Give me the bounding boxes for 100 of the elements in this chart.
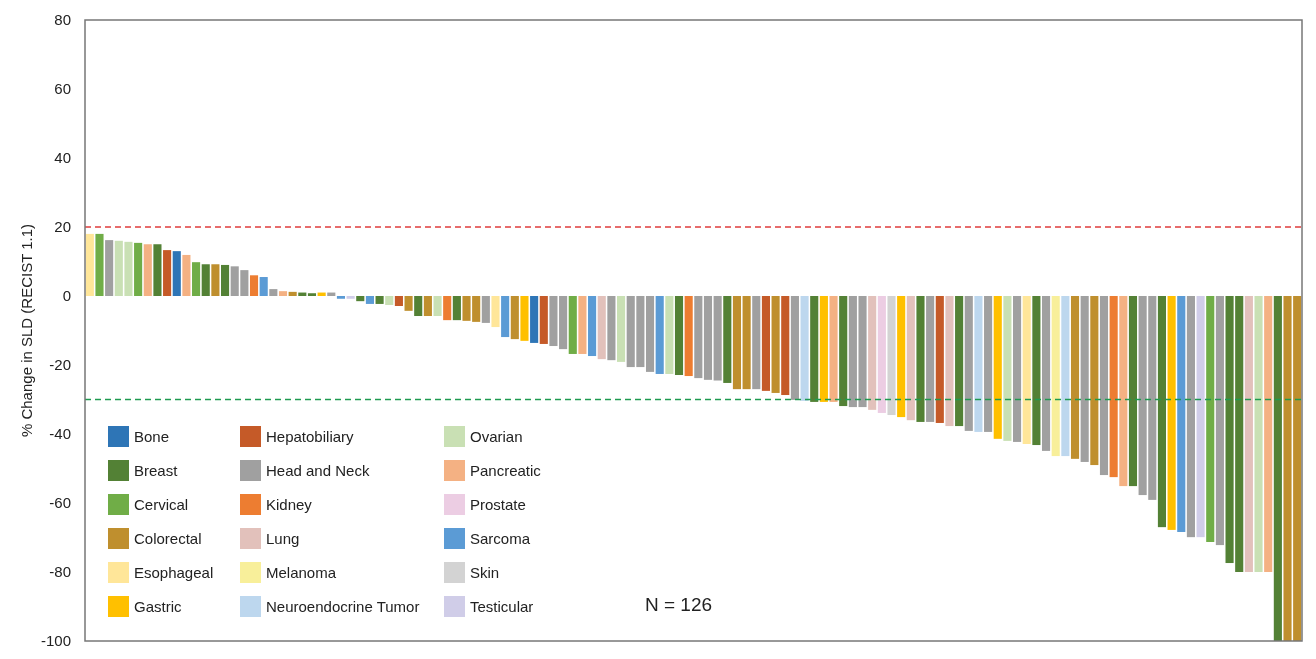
bar [433, 296, 442, 317]
bar [819, 296, 828, 402]
bar [1070, 296, 1080, 459]
legend-label: Ovarian [470, 428, 523, 446]
bar [713, 296, 722, 381]
bar [1186, 296, 1195, 538]
bar [356, 296, 365, 302]
bar [249, 275, 259, 296]
bar [684, 296, 693, 377]
bar [375, 296, 384, 304]
bar [916, 296, 925, 422]
bar [288, 291, 297, 296]
bar [674, 296, 684, 376]
legend-label: Gastric [134, 598, 182, 616]
legend-label: Prostate [470, 496, 526, 514]
legend-label: Head and Neck [266, 462, 370, 480]
bar [597, 296, 606, 360]
bar [955, 296, 964, 427]
legend-label: Kidney [266, 496, 313, 514]
bar [221, 264, 230, 296]
bar [1264, 296, 1273, 572]
bar [723, 296, 732, 383]
bar [645, 296, 655, 372]
legend-label: Skin [470, 564, 500, 582]
bar [481, 296, 490, 323]
bar [153, 244, 162, 296]
y-axis-title: % Change in SLD (RECIST 1.1) [18, 223, 35, 438]
bar [993, 296, 1002, 439]
bar [655, 296, 664, 374]
bar [1167, 296, 1176, 530]
bar [1109, 296, 1118, 478]
bar [742, 296, 751, 390]
bar [269, 289, 278, 296]
legend-label: Breast [134, 462, 179, 480]
legend-label: Colorectal [134, 530, 202, 548]
bar [1041, 296, 1051, 451]
bar [1215, 296, 1224, 546]
bar [1273, 296, 1282, 641]
bar [868, 296, 877, 410]
bar [105, 240, 114, 296]
bar [423, 296, 432, 317]
bar [520, 296, 529, 341]
bar [839, 296, 848, 407]
bar [752, 296, 761, 390]
bar [259, 277, 268, 296]
bar [1244, 296, 1253, 572]
bar [964, 296, 973, 431]
bar [192, 262, 201, 296]
bar [1061, 296, 1070, 457]
bar [443, 296, 452, 321]
bar [984, 296, 993, 432]
bar [201, 264, 210, 296]
y-tick-label: 80 [54, 11, 71, 29]
legend-label: Pancreatic [470, 462, 542, 480]
bar [877, 296, 886, 413]
annotation: N = 126 [645, 594, 713, 615]
bar [501, 296, 510, 338]
bar [1051, 296, 1060, 457]
bar [1177, 296, 1186, 532]
y-tick-label: -40 [49, 425, 71, 443]
bar [404, 296, 413, 311]
bar [1003, 296, 1012, 441]
bar [800, 296, 809, 401]
bar [85, 233, 94, 296]
bar [926, 296, 935, 422]
bar [211, 264, 220, 296]
legend-label: Melanoma [266, 564, 337, 582]
y-tick-label: -60 [49, 494, 71, 512]
bar [346, 296, 355, 299]
bar [134, 242, 143, 296]
bar [278, 291, 288, 296]
legend-label: Sarcoma [470, 530, 531, 548]
legend-label: Hepatobiliary [266, 428, 355, 446]
bar [790, 296, 799, 400]
legend-label: Testicular [470, 598, 534, 616]
bar [887, 296, 896, 416]
bar [394, 296, 403, 307]
y-tick-label: 0 [62, 287, 71, 305]
bar [1157, 296, 1166, 528]
bar [761, 296, 770, 391]
bar [578, 296, 587, 354]
bar [1119, 296, 1128, 487]
bar [732, 296, 742, 390]
bar [1022, 296, 1031, 445]
bar [665, 296, 674, 374]
y-tick-label: 40 [54, 149, 71, 167]
bar [182, 254, 191, 296]
bar [974, 296, 983, 432]
bar [95, 233, 104, 296]
y-tick-label: 60 [54, 80, 71, 98]
bar [1080, 296, 1089, 462]
bar [1013, 296, 1022, 442]
bar [1090, 296, 1099, 466]
bar [172, 251, 181, 296]
bar [607, 296, 616, 361]
bar [336, 296, 346, 299]
bar [365, 296, 374, 304]
bar [452, 296, 461, 321]
legend-label: Cervical [134, 496, 189, 514]
bar [906, 296, 915, 421]
